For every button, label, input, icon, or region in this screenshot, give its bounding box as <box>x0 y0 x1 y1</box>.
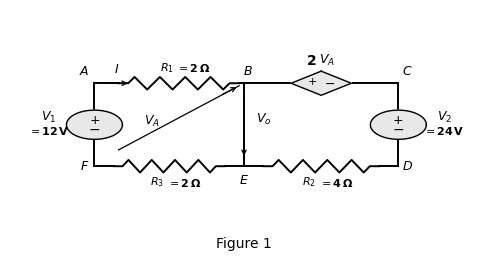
Text: +: + <box>89 114 100 127</box>
Text: F: F <box>80 160 87 173</box>
Text: $V_A$: $V_A$ <box>319 53 335 68</box>
Text: $V_o$: $V_o$ <box>256 112 271 127</box>
Text: $I$: $I$ <box>115 63 120 76</box>
Text: −: − <box>325 78 335 91</box>
Text: −: − <box>392 123 404 137</box>
Text: $=\mathbf{4\,\Omega}$: $=\mathbf{4\,\Omega}$ <box>319 177 353 189</box>
Text: A: A <box>80 66 88 78</box>
Text: D: D <box>402 160 412 173</box>
Text: $=\mathbf{24\,V}$: $=\mathbf{24\,V}$ <box>424 125 465 137</box>
Text: $V_A$: $V_A$ <box>144 113 160 128</box>
Text: $=\mathbf{2\,\Omega}$: $=\mathbf{2\,\Omega}$ <box>167 177 201 189</box>
Text: C: C <box>403 66 411 78</box>
Text: $R_1$: $R_1$ <box>160 61 174 75</box>
Text: +: + <box>308 77 317 87</box>
Text: $V_2$: $V_2$ <box>437 110 452 125</box>
Text: $=\mathbf{12\,V}$: $=\mathbf{12\,V}$ <box>28 125 69 137</box>
Text: $V_1$: $V_1$ <box>41 110 56 125</box>
Text: Figure 1: Figure 1 <box>216 237 272 251</box>
Text: $\mathbf{2}$: $\mathbf{2}$ <box>306 54 316 68</box>
Text: $R_2$: $R_2$ <box>303 176 316 189</box>
Text: +: + <box>393 114 404 127</box>
Polygon shape <box>370 110 427 139</box>
Text: $=\mathbf{2\,\Omega}$: $=\mathbf{2\,\Omega}$ <box>177 62 211 74</box>
Polygon shape <box>291 71 351 95</box>
Text: B: B <box>244 66 252 78</box>
Text: −: − <box>89 123 100 137</box>
Polygon shape <box>66 110 122 139</box>
Text: E: E <box>240 173 248 187</box>
Text: $R_3$: $R_3$ <box>150 176 164 189</box>
